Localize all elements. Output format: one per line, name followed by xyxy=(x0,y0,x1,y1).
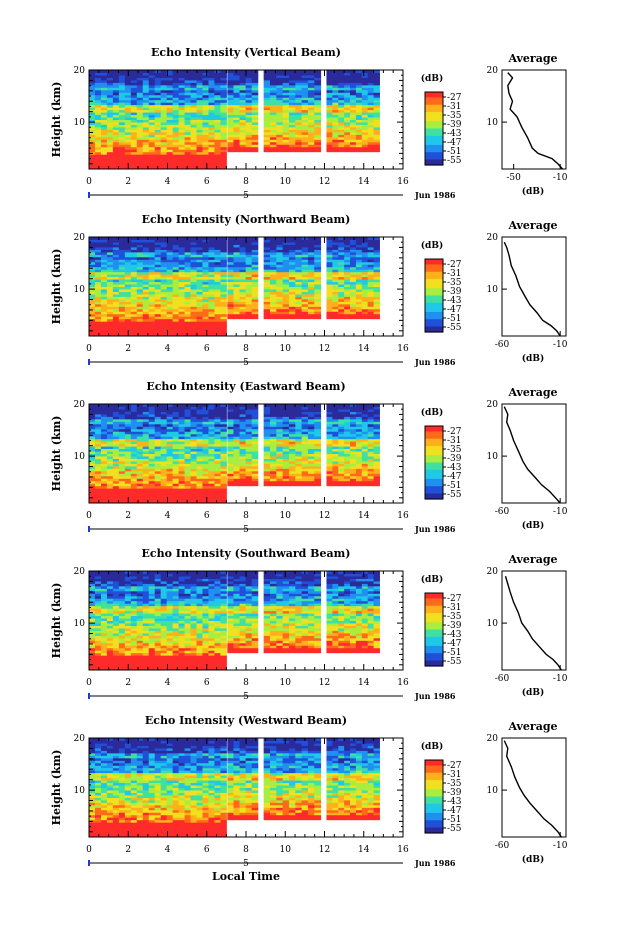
y-tick-label: 20 xyxy=(74,66,86,76)
profile-x-tick-label: -60 xyxy=(495,340,510,350)
x-tick-label: 14 xyxy=(358,177,370,187)
day-label: 5 xyxy=(243,191,249,201)
y-axis-label: Height (km) xyxy=(50,249,63,325)
y-axis-label: Height (km) xyxy=(50,82,63,158)
profile-title: Average xyxy=(507,219,557,232)
profile-line xyxy=(504,242,560,336)
profile-line xyxy=(508,73,563,169)
x-tick-label: 16 xyxy=(397,177,409,187)
x-tick-label: 2 xyxy=(125,344,131,354)
profile-y-tick-label: 10 xyxy=(487,118,499,128)
profile-y-tick-label: 20 xyxy=(487,233,499,243)
profile-x-tick-label: -10 xyxy=(553,173,568,183)
colorbar-title: (dB) xyxy=(421,73,443,84)
x-tick-label: 0 xyxy=(86,177,92,187)
heatmap-cells xyxy=(89,237,380,337)
x-tick-label: 2 xyxy=(125,177,131,187)
heatmap-cells xyxy=(89,404,380,504)
profile-y-tick-label: 10 xyxy=(487,285,499,295)
x-tick-label: 4 xyxy=(165,177,171,187)
profile-frame xyxy=(502,70,566,169)
date-label: Jun 1986 xyxy=(414,190,456,200)
average-profile xyxy=(502,237,566,336)
profile-x-tick-label: -10 xyxy=(553,340,568,350)
chart-title: Echo Intensity (Northward Beam) xyxy=(142,213,351,226)
x-tick-label: 0 xyxy=(86,344,92,354)
profile-y-tick-label: 20 xyxy=(487,66,499,76)
colorbar-title: (dB) xyxy=(421,240,443,251)
x-tick-label: 12 xyxy=(319,344,330,354)
y-tick-label: 10 xyxy=(74,285,86,295)
average-profile xyxy=(502,70,566,169)
colorbar-tick-label: -55 xyxy=(447,156,462,166)
x-tick-label: 10 xyxy=(280,177,292,187)
x-tick-label: 8 xyxy=(243,177,249,187)
x-tick-label: 4 xyxy=(165,344,171,354)
profile-x-tick-label: -50 xyxy=(506,173,521,183)
x-tick-label: 12 xyxy=(319,177,330,187)
heatmap-cells xyxy=(89,70,380,170)
profile-frame xyxy=(502,237,566,336)
colorbar xyxy=(425,259,446,333)
x-tick-label: 6 xyxy=(204,177,210,187)
profile-title: Average xyxy=(507,52,557,65)
x-tick-label: 16 xyxy=(397,344,409,354)
x-tick-label: 10 xyxy=(280,344,292,354)
profile-x-label: (dB) xyxy=(522,186,544,197)
day-label: 5 xyxy=(243,358,249,368)
y-tick-label: 20 xyxy=(74,233,86,243)
x-tick-label: 6 xyxy=(204,344,210,354)
profile-x-label: (dB) xyxy=(522,353,544,364)
x-tick-label: 14 xyxy=(358,344,370,354)
colorbar xyxy=(425,92,446,166)
date-label: Jun 1986 xyxy=(414,357,456,367)
x-tick-label: 8 xyxy=(243,344,249,354)
y-tick-label: 10 xyxy=(74,118,86,128)
chart-title: Echo Intensity (Vertical Beam) xyxy=(151,46,341,59)
colorbar-tick-label: -55 xyxy=(447,323,462,333)
